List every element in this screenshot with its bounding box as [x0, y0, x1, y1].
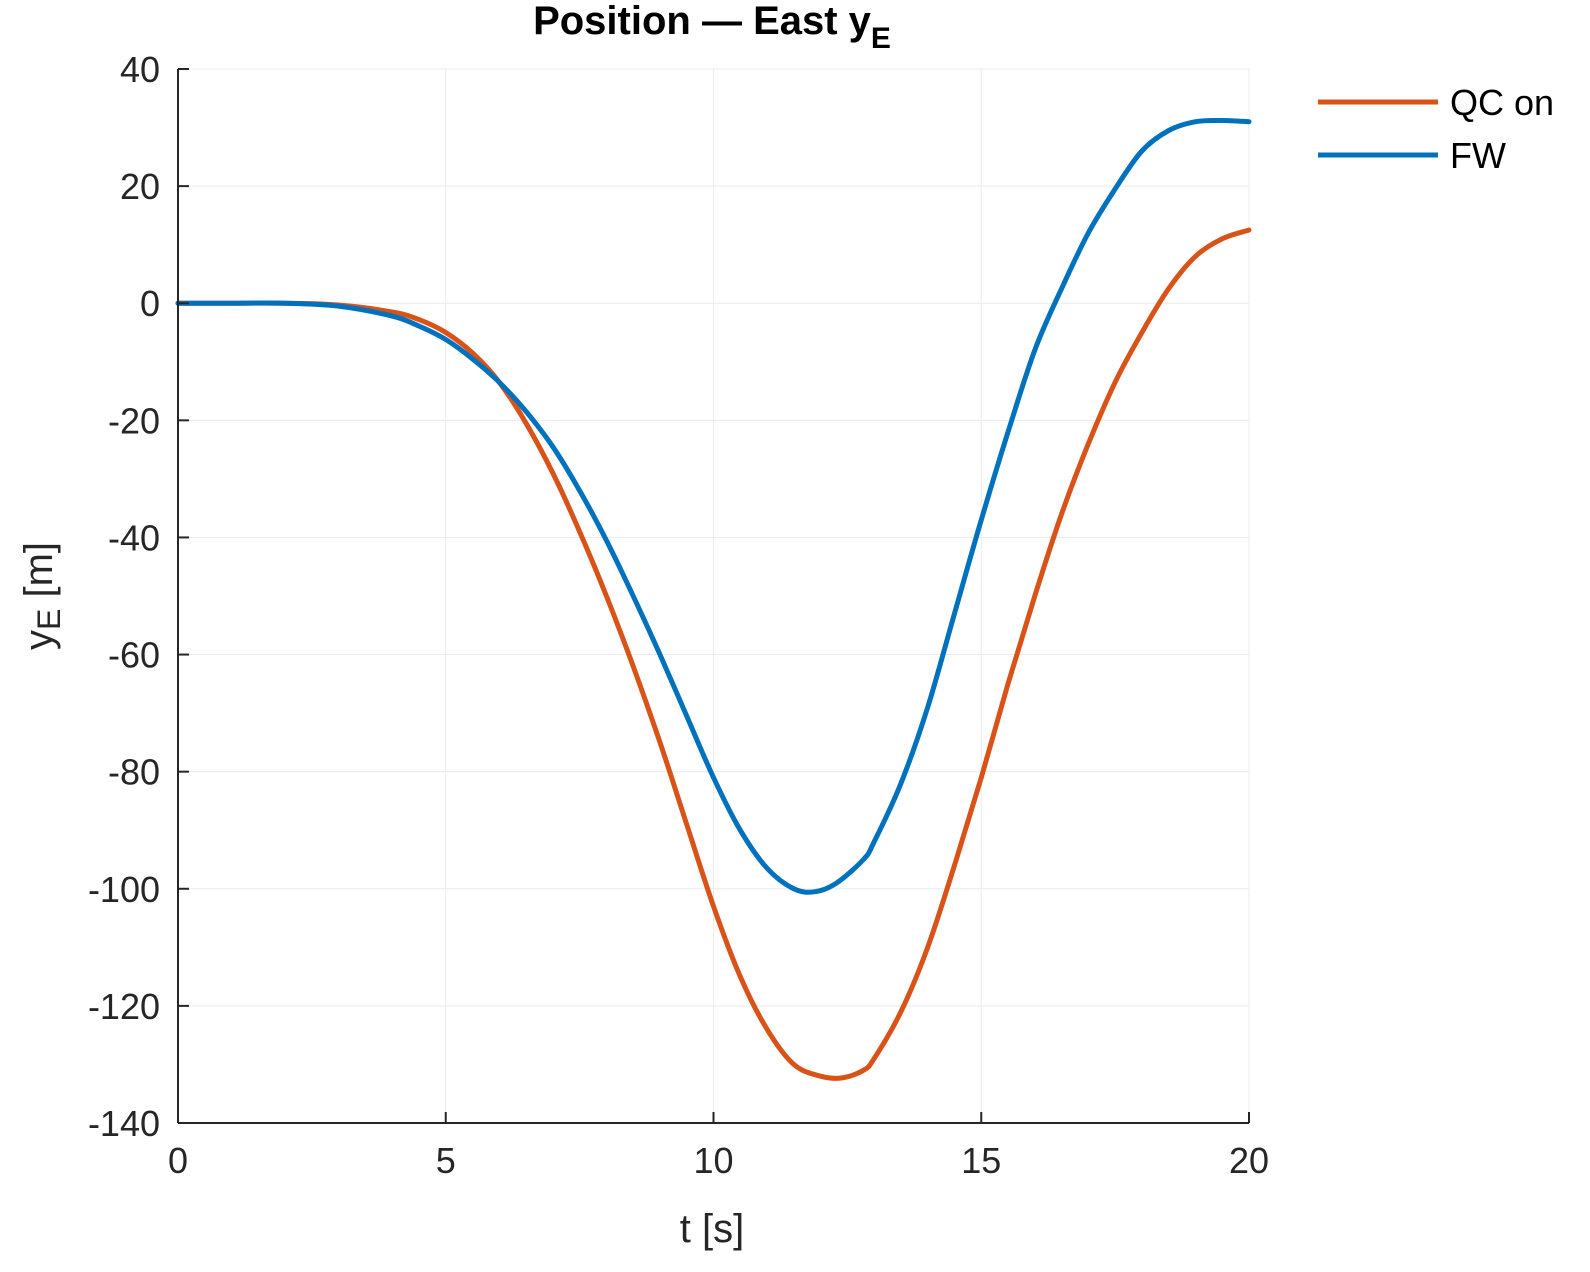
series-lines [175, 117, 1252, 1081]
y-tick-label: 40 [120, 49, 160, 90]
y-axis-label-subscript: E [31, 609, 67, 630]
series-line-1 [175, 117, 1252, 895]
y-axis-label: yE [m] [17, 542, 67, 650]
y-tick-label: -80 [108, 752, 160, 793]
x-tick-label: 5 [436, 1140, 456, 1181]
legend-label: QC on [1450, 82, 1554, 123]
x-tick-label: 0 [168, 1140, 188, 1181]
y-tick-label: -140 [88, 1103, 160, 1144]
y-tick-label: -40 [108, 517, 160, 558]
chart-title-subscript: E [871, 22, 891, 55]
y-tick-label: -100 [88, 869, 160, 910]
y-axis-label-main: y [17, 630, 61, 650]
x-tick-label: 10 [693, 1140, 733, 1181]
x-tick-label: 15 [961, 1140, 1001, 1181]
y-tick-label: 0 [140, 283, 160, 324]
y-tick-label: 20 [120, 166, 160, 207]
y-tick-label: -60 [108, 635, 160, 676]
chart-title-main: Position — East y [533, 0, 872, 43]
y-tick-label: -20 [108, 400, 160, 441]
tick-labels: 0 5 10 15 20 -140 -120 -100 -80 -60 -40 -20 0 20 40 [88, 49, 1269, 1181]
x-axis-label: t [s] [680, 1207, 744, 1251]
grid-lines [177, 68, 1250, 1124]
axes [177, 68, 1250, 1124]
y-tick-label: -120 [88, 986, 160, 1027]
chart-title: Position — East yE [533, 0, 891, 55]
legend-label: FW [1450, 135, 1506, 176]
x-tick-label: 20 [1229, 1140, 1269, 1181]
legend: QC on FW [1318, 82, 1554, 176]
series-line-0 [175, 227, 1252, 1081]
y-axis-label-unit: [m] [17, 542, 61, 609]
